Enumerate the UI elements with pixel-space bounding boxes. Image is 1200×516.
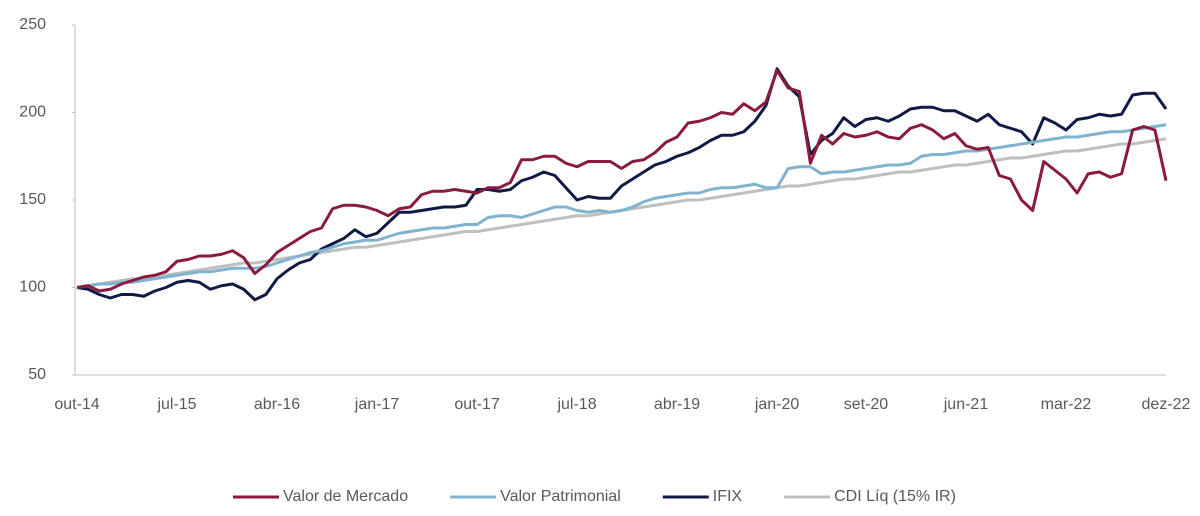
x-tick-label: abr-16 — [254, 396, 300, 413]
legend-label: Valor de Mercado — [283, 488, 408, 505]
legend-label: Valor Patrimonial — [500, 488, 621, 505]
x-tick-label: jan-20 — [754, 396, 800, 413]
y-tick-label: 150 — [19, 191, 46, 208]
x-tick-label: abr-19 — [654, 396, 700, 413]
x-tick-label: out-17 — [454, 396, 499, 413]
x-tick-label: dez-22 — [1142, 396, 1191, 413]
y-tick-label: 50 — [28, 366, 46, 383]
y-tick-label: 250 — [19, 16, 46, 33]
x-tick-label: jul-18 — [556, 396, 596, 413]
x-tick-label: out-14 — [54, 396, 99, 413]
line-series — [76, 123, 1167, 289]
y-tick-label: 200 — [19, 104, 46, 121]
legend-label: CDI Líq (15% IR) — [834, 488, 956, 505]
x-tick-label: jan-17 — [354, 396, 400, 413]
x-tick-label: jun-21 — [943, 396, 989, 413]
line-series — [76, 67, 1168, 302]
x-tick-label: jul-15 — [156, 396, 196, 413]
y-tick-label: 100 — [19, 279, 46, 296]
line-series — [76, 137, 1167, 289]
x-tick-label: mar-22 — [1041, 396, 1092, 413]
line-series — [76, 69, 1168, 293]
legend-label: IFIX — [713, 488, 743, 505]
x-tick-label: set-20 — [844, 396, 889, 413]
